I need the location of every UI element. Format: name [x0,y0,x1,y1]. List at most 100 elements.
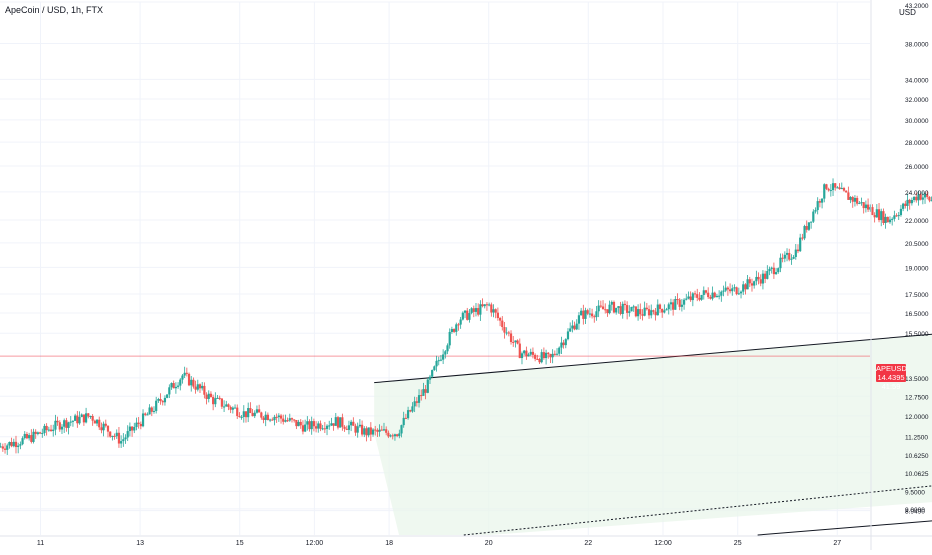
candle [124,437,127,440]
candle [555,353,559,355]
candle [713,292,716,298]
candle [481,304,484,307]
candle [225,404,228,407]
candle [411,406,414,412]
candle [126,431,129,438]
candle [917,194,920,201]
candle [860,202,863,204]
candle [525,350,528,357]
candle [820,198,824,203]
candle [641,314,644,316]
y-tick-label: 30.0000 [905,118,929,125]
candle [869,207,872,210]
candle [84,413,88,423]
candle [437,360,440,362]
candle [873,215,876,218]
candle [431,370,434,377]
candle [742,284,745,292]
candle [921,197,924,200]
candle [14,441,18,448]
candle [36,432,39,434]
candle [923,194,927,198]
candle [279,415,283,419]
candle [301,425,305,432]
candle [698,297,701,300]
candle [198,384,202,389]
candle [669,302,673,305]
candle [628,311,631,313]
candle [231,407,234,410]
candle [538,359,541,363]
candle [788,252,791,260]
candle [566,331,570,340]
candle [753,281,756,286]
candle [336,417,340,428]
candle [875,209,878,218]
candle [312,421,315,427]
y-tick-label: 26.0000 [905,164,929,171]
candle [468,313,471,320]
candle [696,294,699,298]
candle [621,303,624,314]
candle [183,372,186,376]
candle [816,201,819,211]
candle [674,299,677,310]
candle [306,421,309,425]
candle [709,297,712,299]
candle [509,333,513,343]
candle [777,268,780,273]
candle [293,419,296,421]
candle [463,310,467,313]
candle [748,279,751,284]
candle [604,309,607,311]
candle [330,423,333,426]
candle [544,352,548,359]
y-tick-label: 15.5000 [905,331,929,338]
candle [647,309,651,316]
candle [580,310,583,316]
candle [352,421,355,426]
candle [488,304,491,306]
candle [78,416,81,424]
candle [356,426,359,433]
candle [238,416,241,418]
y-tick-label: 19.0000 [905,265,929,272]
current-price-tag[interactable]: APEUSD 14.4395 41:59 [876,364,907,391]
candle [402,417,405,426]
candle [93,420,96,424]
candle [560,342,563,348]
candle [643,307,646,316]
candle [247,408,250,418]
candle [764,273,767,279]
candle [439,359,443,361]
candle [417,395,421,403]
candle [608,304,611,314]
candle [23,433,26,439]
y-tick-label: 17.5000 [905,292,929,299]
candle [321,428,324,430]
candle [726,287,729,290]
candle [755,276,758,282]
x-tick-label: 22 [584,540,592,547]
x-tick-label: 12:00 [306,540,324,547]
candle [866,204,870,210]
candle [376,430,379,432]
candle [459,319,462,325]
candle [240,416,243,418]
candle [391,435,394,437]
candle [299,421,302,426]
candle [656,304,659,316]
candle [341,417,344,427]
candle [91,416,94,421]
candle [492,309,495,313]
candle [233,407,237,409]
candle [518,343,521,359]
candle [759,279,762,284]
candle [847,192,850,200]
candle [317,423,320,429]
candle [840,188,843,190]
channel-fill [374,334,932,535]
candle [523,350,526,354]
